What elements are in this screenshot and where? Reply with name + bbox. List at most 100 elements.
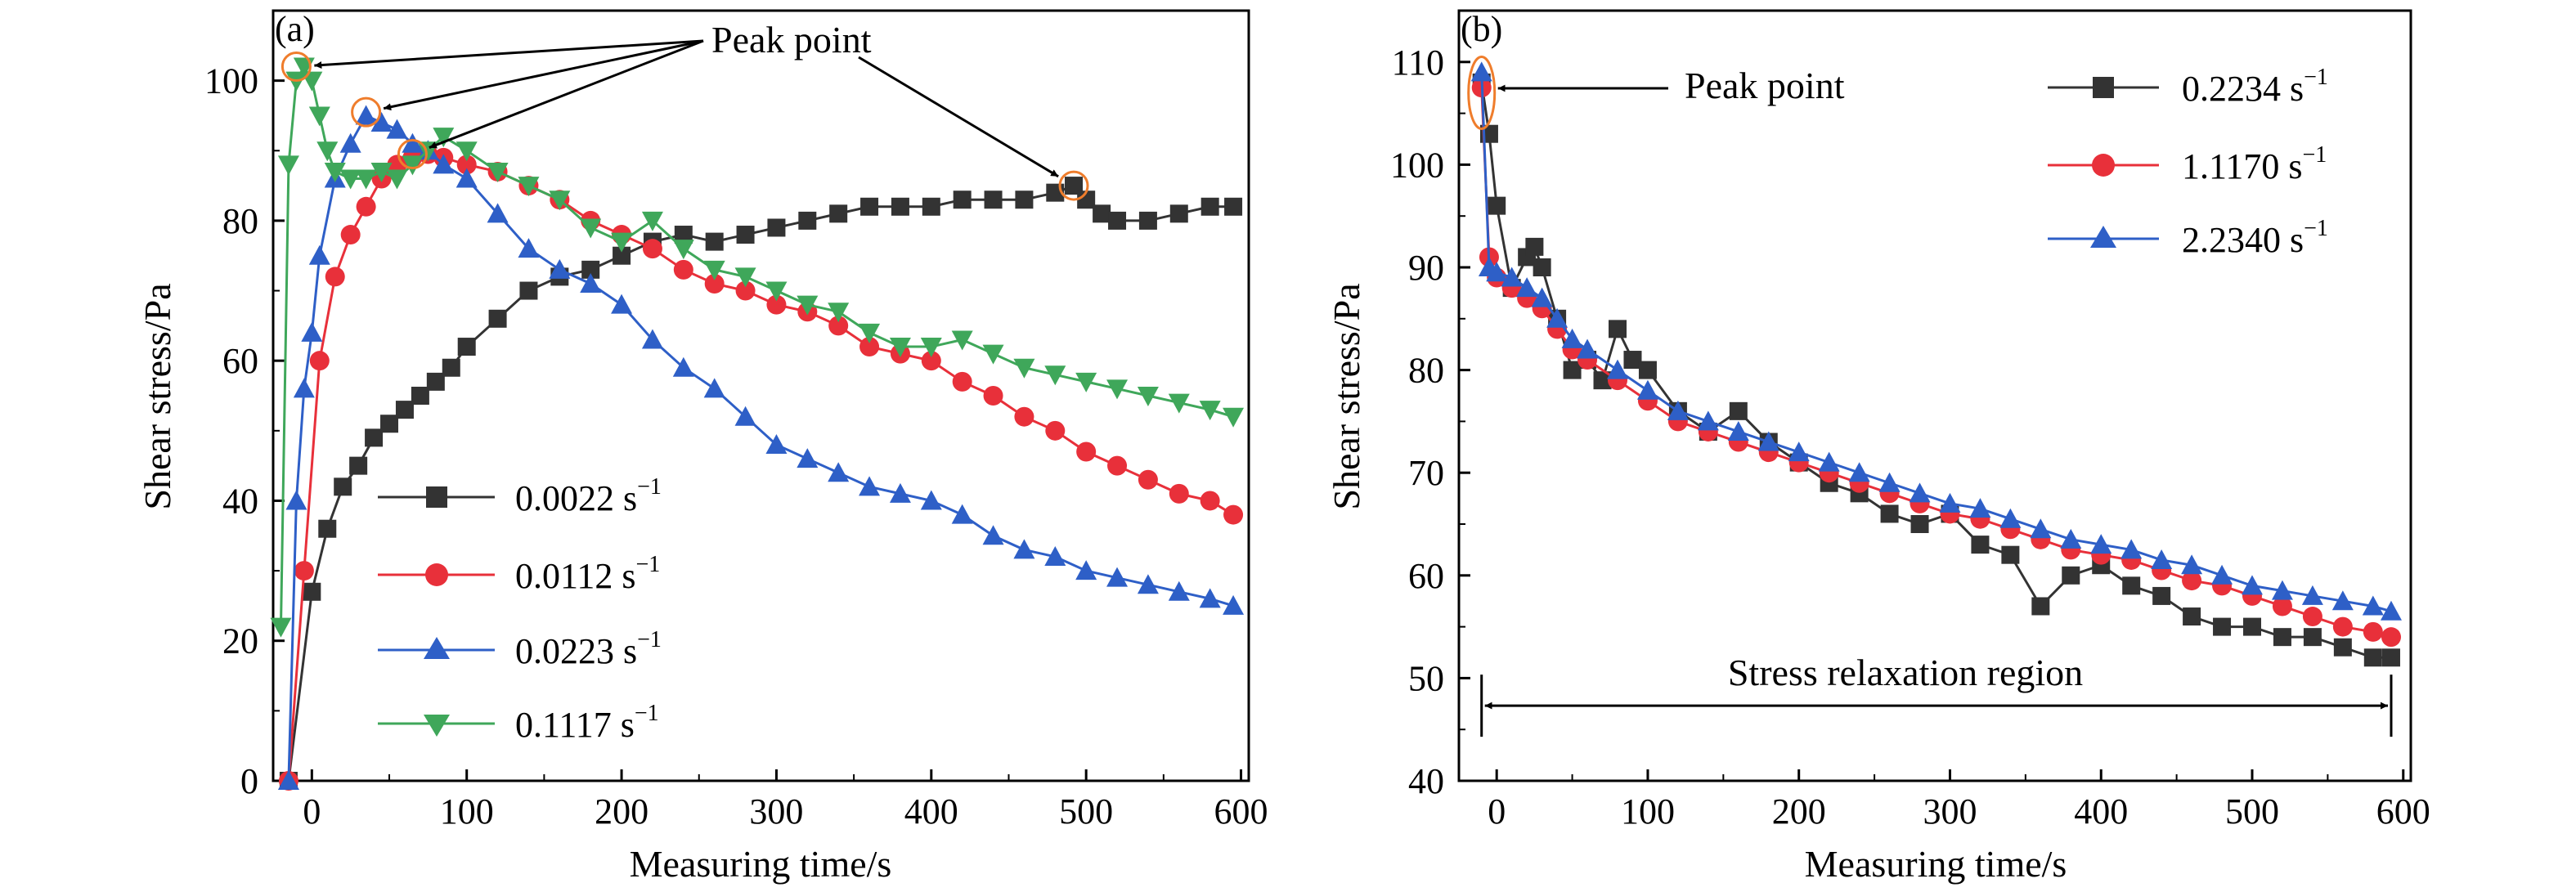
data-point: [2332, 616, 2353, 637]
data-point: [324, 162, 346, 182]
data-point: [1200, 197, 1219, 216]
data-point: [2243, 617, 2261, 636]
x-tick-label: 600: [1214, 791, 1268, 831]
data-point: [456, 141, 478, 162]
x-tick-label: 0: [303, 791, 321, 831]
data-point: [641, 211, 663, 231]
data-point: [1169, 483, 1189, 504]
panel-a-series-0: [279, 177, 1243, 790]
data-point: [672, 240, 694, 260]
panel-b-axes-frame: [1457, 9, 2412, 782]
data-point: [426, 372, 445, 391]
peak-point-circle: [351, 96, 382, 128]
data-point: [1727, 420, 1749, 441]
data-point: [580, 272, 602, 293]
data-point: [1044, 545, 1066, 566]
y-tick-label: 80: [1408, 351, 1444, 391]
panel-b-peak-markers: [1467, 55, 1497, 130]
panel-a-legend-label-2: 0.0223 s: [515, 631, 637, 671]
data-point: [2062, 566, 2080, 585]
x-tick-label: 100: [1621, 791, 1675, 831]
data-point: [1609, 320, 1627, 338]
legend-circle-marker: [2092, 154, 2115, 177]
y-tick-label: 50: [1408, 658, 1444, 698]
data-point: [1697, 410, 1719, 431]
data-point: [1199, 588, 1221, 608]
data-point: [1486, 262, 1508, 282]
data-point: [2301, 585, 2323, 605]
data-point: [395, 401, 414, 419]
panel-a-chart: 0 100 200 300 400 500 600 0 20 40 60 80 100 (a) Meas…: [137, 9, 1268, 885]
panel-a-legend: 0.0022 s−1 0.0112 s−1 0.0223 s−1 0.1117 …: [378, 474, 662, 745]
legend-triangle-down-marker: [424, 715, 450, 737]
data-point: [611, 294, 633, 314]
panel-b-legend-exp-0: −1: [2304, 65, 2328, 90]
panel-b-annotation-relaxation: Stress relaxation region: [1480, 652, 2393, 737]
data-point: [1138, 469, 1158, 490]
data-point: [1075, 372, 1097, 392]
data-point: [1501, 267, 1523, 287]
data-point: [356, 196, 376, 217]
series-line: [287, 153, 1234, 782]
peak-arrow: [858, 56, 1059, 178]
data-point: [1531, 287, 1553, 307]
data-point: [301, 71, 323, 92]
data-point: [2363, 621, 2383, 642]
data-point: [829, 204, 848, 223]
data-point: [798, 211, 817, 230]
panel-a-annotation-peak: Peak point: [314, 19, 1059, 178]
svg-text:0.2234 s−1: 0.2234 s−1: [2182, 65, 2328, 109]
panel-b-plot-area: 0 100 200 300 400 500 600 40 50 60 70 80 90 100 110: [1390, 9, 2430, 831]
data-point: [488, 309, 507, 328]
data-point: [2152, 586, 2171, 605]
data-point: [1138, 211, 1157, 230]
data-point: [889, 338, 911, 358]
data-point: [1106, 379, 1129, 400]
panel-b-annotation-peak: Peak point: [1497, 65, 1845, 106]
data-point: [1878, 472, 1901, 492]
data-point: [301, 321, 323, 342]
data-point: [1169, 204, 1188, 223]
data-point: [1636, 379, 1658, 400]
data-point: [2362, 595, 2384, 616]
data-point: [1516, 277, 1538, 298]
svg-text:1.1170 s−1: 1.1170 s−1: [2182, 142, 2327, 186]
data-point: [457, 338, 476, 356]
peak-arrow: [383, 39, 704, 111]
data-point: [365, 428, 384, 447]
data-point: [1561, 328, 1583, 348]
data-point: [672, 356, 694, 377]
data-point: [2090, 534, 2112, 554]
panel-a-series-1: [278, 144, 1244, 791]
x-tick-label: 100: [440, 791, 494, 831]
data-point: [860, 197, 879, 216]
panel-a-legend-item-1: 0.0112 s−1: [378, 552, 660, 596]
data-point: [316, 141, 339, 162]
x-tick-label: 400: [2074, 791, 2128, 831]
legend-circle-marker: [425, 563, 448, 586]
data-point: [982, 344, 1004, 365]
data-point: [1729, 401, 1748, 420]
data-point: [325, 267, 345, 287]
data-point: [951, 504, 973, 524]
data-point: [1015, 191, 1034, 209]
panel-a-legend-item-3: 0.1117 s−1: [378, 701, 659, 745]
data-point: [318, 519, 337, 538]
peak-arrow: [429, 39, 704, 149]
data-point: [518, 177, 540, 197]
data-point: [340, 225, 361, 245]
panel-a-legend-label-3: 0.1117 s: [515, 705, 635, 745]
data-point: [339, 132, 361, 153]
data-point: [1199, 401, 1221, 421]
data-point: [1200, 491, 1220, 511]
data-point: [277, 155, 299, 176]
panel-b-legend-exp-1: −1: [2303, 142, 2327, 168]
data-point: [1563, 361, 1582, 379]
data-point: [1223, 594, 1245, 615]
data-point: [2181, 554, 2203, 575]
panel-b-y-axis-title: Shear stress/Pa: [1326, 283, 1367, 509]
data-point: [736, 226, 755, 244]
data-point: [1788, 442, 1810, 462]
panel-b-legend-label-2: 2.2340 s: [2182, 220, 2304, 260]
